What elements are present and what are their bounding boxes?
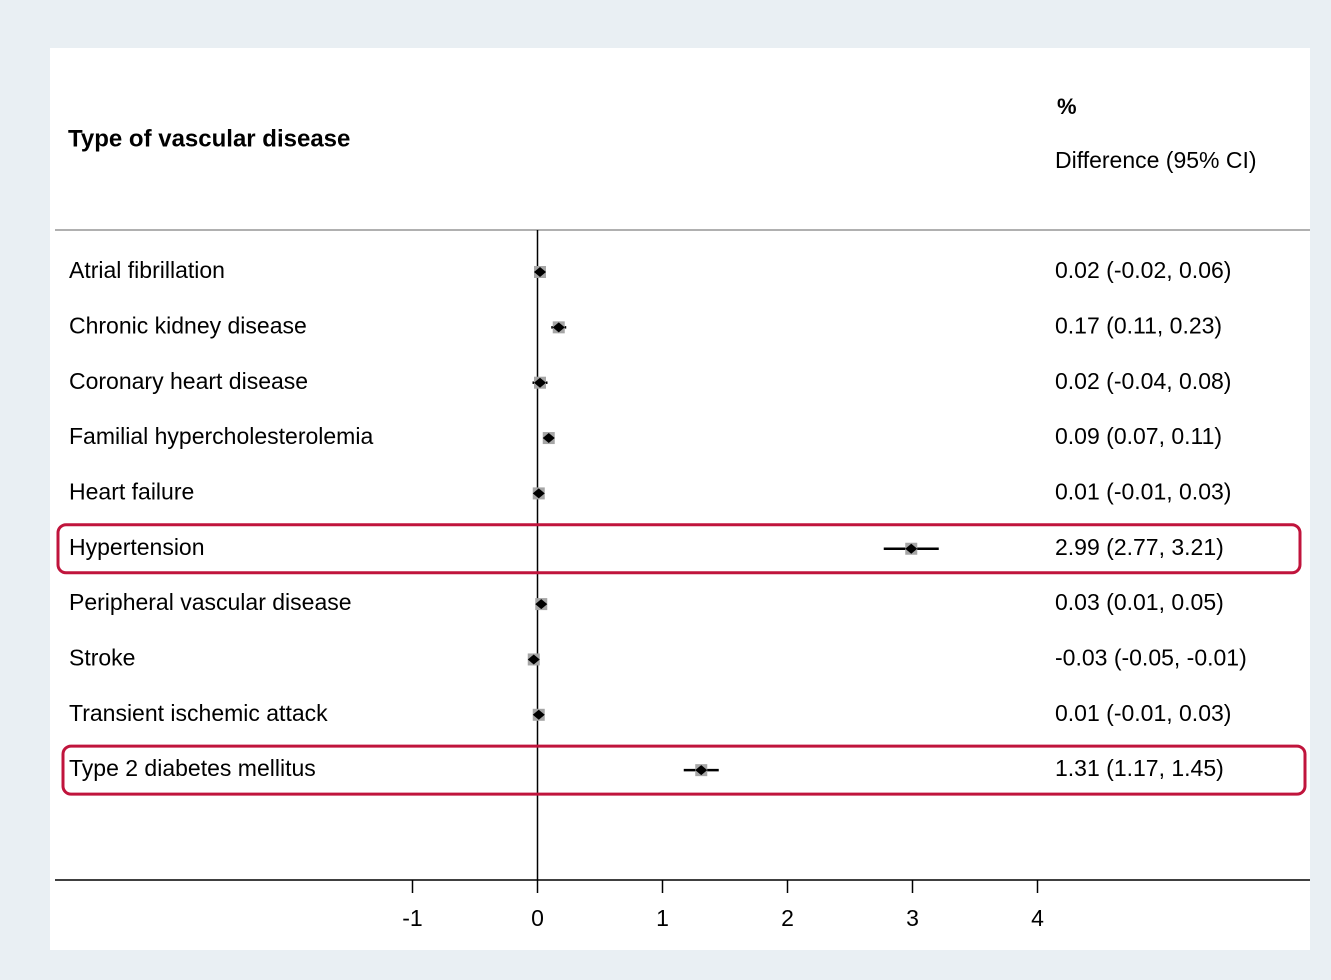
x-tick-label: 1: [656, 905, 669, 931]
row-label: Type 2 diabetes mellitus: [69, 755, 316, 781]
row-label: Heart failure: [69, 478, 194, 504]
point-estimate: [905, 543, 918, 554]
x-tick-label: -1: [402, 905, 422, 931]
value-label: 0.17 (0.11, 0.23): [1055, 312, 1222, 338]
value-label: 0.03 (0.01, 0.05): [1055, 589, 1224, 615]
x-tick-label: 2: [781, 905, 794, 931]
value-label: 0.02 (-0.02, 0.06): [1055, 257, 1231, 283]
value-label: 0.09 (0.07, 0.11): [1055, 423, 1222, 449]
point-estimate: [532, 488, 545, 499]
row-label: Chronic kidney disease: [69, 312, 307, 338]
column-header-top: %: [1057, 94, 1077, 119]
point-estimate: [695, 765, 708, 776]
row-label: Transient ischemic attack: [69, 700, 328, 726]
point-estimate: [552, 322, 565, 333]
point-estimate: [535, 599, 548, 610]
row-label: Coronary heart disease: [69, 368, 308, 394]
point-estimate: [534, 377, 546, 388]
row-label: Atrial fibrillation: [69, 257, 225, 283]
column-title: Type of vascular disease: [68, 125, 350, 152]
row-label: Hypertension: [69, 534, 205, 560]
value-label: 2.99 (2.77, 3.21): [1055, 534, 1224, 560]
row-label: Stroke: [69, 645, 135, 671]
value-label: 0.01 (-0.01, 0.03): [1055, 700, 1231, 726]
highlight-box: [56, 523, 1302, 575]
x-tick-label: 3: [906, 905, 919, 931]
value-label: 0.01 (-0.01, 0.03): [1055, 478, 1231, 504]
point-estimate: [534, 267, 546, 277]
highlight-box: [61, 744, 1307, 796]
point-estimate: [532, 709, 545, 720]
point-estimate: [527, 654, 540, 665]
x-tick-label: 4: [1031, 905, 1044, 931]
plot-panel: [50, 48, 1310, 950]
value-label: 1.31 (1.17, 1.45): [1055, 755, 1224, 781]
point-estimate: [542, 433, 555, 444]
row-label: Familial hypercholesterolemia: [69, 423, 373, 449]
x-tick-label: 0: [531, 905, 544, 931]
column-header: Difference (95% CI): [1055, 147, 1257, 173]
value-label: -0.03 (-0.05, -0.01): [1055, 645, 1247, 671]
row-label: Peripheral vascular disease: [69, 589, 352, 615]
value-label: 0.02 (-0.04, 0.08): [1055, 368, 1231, 394]
